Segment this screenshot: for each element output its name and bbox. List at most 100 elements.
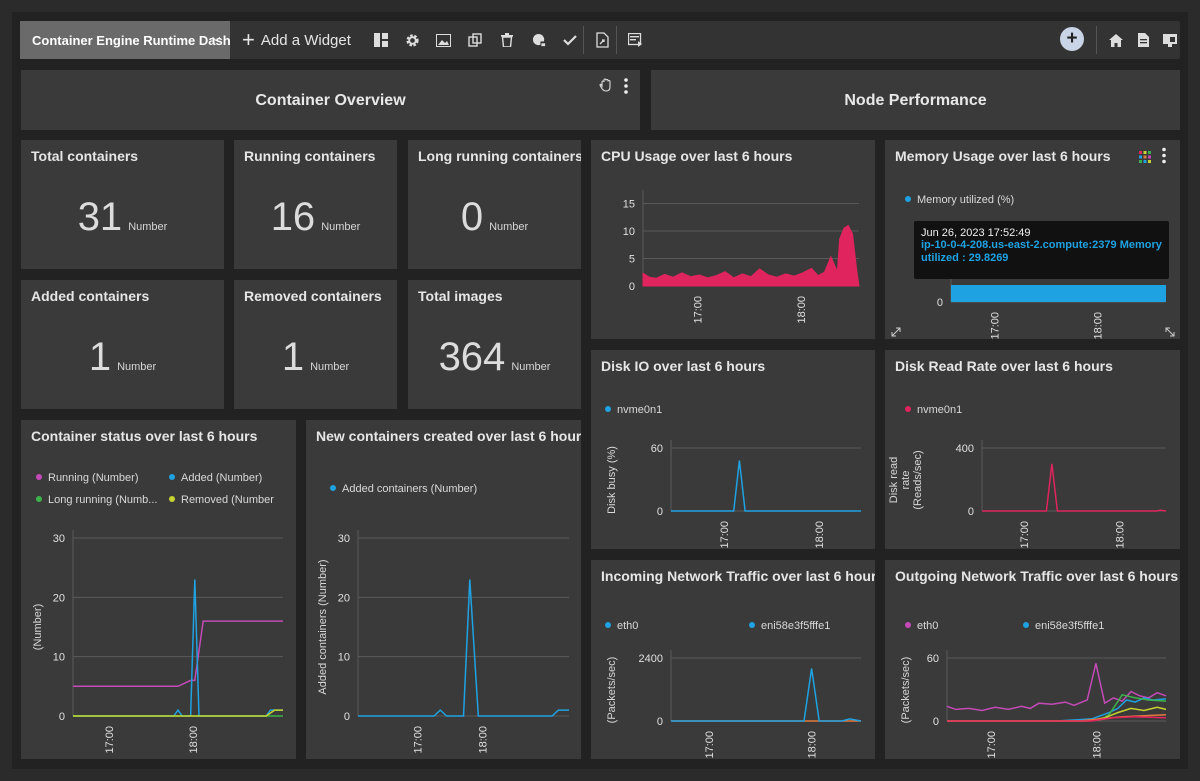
outgoing-network-chart: 0 60 (Packets/sec) 17:00 18:00 — [900, 650, 1167, 759]
chevron-down-icon: ⌵ — [212, 33, 220, 44]
chart-title: Disk Read Rate over last 6 hours — [895, 358, 1113, 374]
trash-icon[interactable] — [497, 30, 517, 50]
legend-item: Running (Number) — [36, 472, 138, 484]
section-title: Node Performance — [844, 92, 987, 109]
disk-read-panel: Disk Read Rate over last 6 hours nvme0n1… — [885, 350, 1180, 549]
y-axis-label-line: Disk read — [888, 457, 900, 503]
series-area — [951, 285, 1166, 302]
kpi-value: 1 — [281, 335, 305, 379]
more-vertical-icon[interactable] — [623, 78, 629, 94]
y-tick-label: 20 — [53, 592, 65, 604]
expand-icon[interactable] — [891, 324, 901, 339]
series-line — [982, 463, 1167, 512]
y-tick-label: 5 — [629, 254, 635, 266]
x-tick-label: 17:00 — [719, 521, 731, 549]
kpi-total-containers: Total containers 31 Number — [21, 140, 224, 269]
y-tick-label: 15 — [623, 199, 635, 211]
kpi-value: 0 — [460, 195, 484, 239]
x-tick-label: 18:00 — [796, 296, 808, 324]
image-icon[interactable] — [433, 30, 453, 50]
kpi-added-containers: Added containers 1 Number — [21, 280, 224, 409]
add-circle-icon[interactable]: + — [1060, 27, 1084, 51]
dashboard-app: Container Engine Runtime Dashboard ⌵ + Ad… — [12, 12, 1188, 769]
y-axis-label: (Number) — [32, 604, 44, 650]
legend-label: Removed (Number — [181, 494, 274, 506]
series-line — [73, 709, 283, 717]
legend-label: eni58e3f5fffe1 — [1035, 620, 1105, 632]
container-overview-section: Container Overview — [21, 70, 640, 130]
container-status-chart: 0 10 20 30 (Number) 17:00 18:00 — [32, 530, 283, 754]
kpi-title: Total images — [418, 288, 503, 304]
chart-title: CPU Usage over last 6 hours — [601, 148, 793, 164]
legend-label: Added containers (Number) — [342, 483, 478, 495]
y-tick-label: 10 — [338, 652, 350, 664]
hand-icon[interactable] — [599, 78, 613, 97]
gear-icon[interactable] — [402, 30, 422, 50]
screen-icon[interactable] — [1160, 30, 1180, 50]
chart-title: Container status over last 6 hours — [31, 428, 258, 444]
legend-label: Added (Number) — [181, 472, 263, 484]
layout-icon[interactable] — [371, 30, 391, 50]
new-containers-panel: New containers created over last 6 hours… — [306, 420, 581, 759]
outgoing-network-panel: Outgoing Network Traffic over last 6 hou… — [885, 560, 1180, 759]
y-tick-label: 0 — [344, 711, 350, 723]
dashboard-select-label: Container Engine Runtime Dashboard — [32, 33, 230, 48]
kpi-unit: Number — [128, 221, 168, 233]
globe-lock-icon[interactable] — [529, 30, 549, 50]
legend-item: Memory utilized (%) — [905, 194, 1014, 206]
chart-title: Incoming Network Traffic over last 6 hou… — [601, 568, 875, 584]
y-tick-label: 60 — [927, 653, 939, 665]
plus-icon: + — [242, 27, 255, 52]
legend-label: eni58e3f5fffe1 — [761, 620, 831, 632]
container-status-panel: Container status over last 6 hours Runni… — [21, 420, 296, 759]
legend-item: nvme0n1 — [605, 404, 662, 416]
legend-item: eth0 — [905, 620, 938, 632]
check-icon[interactable] — [560, 30, 580, 50]
incoming-network-panel: Incoming Network Traffic over last 6 hou… — [591, 560, 875, 759]
add-widget-button[interactable]: + Add a Widget — [242, 21, 351, 59]
kpi-running-containers: Running containers 16 Number — [234, 140, 397, 269]
schedule-icon[interactable] — [625, 30, 645, 50]
cpu-usage-panel: CPU Usage over last 6 hours 0 5 10 15 17:00 1… — [591, 140, 875, 339]
y-axis-label: Disk readrate(Reads/sec) — [888, 450, 924, 509]
legend-label: nvme0n1 — [917, 404, 963, 416]
grid-color-icon[interactable] — [1139, 150, 1151, 168]
disk-read-chart: 0 400 Disk readrate(Reads/sec) 17:00 18:00 — [888, 440, 1167, 549]
kpi-removed-containers: Removed containers 1 Number — [234, 280, 397, 409]
kpi-long-running-containers: Long running containers 0 Number — [408, 140, 581, 269]
document-icon[interactable] — [1133, 30, 1153, 50]
y-tick-label: 0 — [933, 716, 939, 728]
legend-item: eth0 — [605, 620, 638, 632]
x-tick-label: 17:00 — [104, 726, 116, 754]
incoming-network-chart: 0 2400 (Packets/sec) 17:00 18:00 — [606, 650, 862, 759]
add-widget-label: Add a Widget — [260, 32, 351, 49]
disk-io-panel: Disk IO over last 6 hours nvme0n1 0 60 Dis… — [591, 350, 875, 549]
y-tick-label: 60 — [651, 443, 663, 455]
legend-label: Running (Number) — [48, 472, 139, 484]
x-tick-label: 17:00 — [1019, 521, 1031, 549]
more-vertical-icon[interactable] — [1161, 147, 1167, 169]
dashboard-select[interactable]: Container Engine Runtime Dashboard ⌵ — [20, 21, 230, 59]
x-tick-label: 18:00 — [1093, 312, 1105, 339]
legend-item: Added (Number) — [169, 472, 262, 484]
export-icon[interactable] — [592, 30, 612, 50]
legend-item: Added containers (Number) — [330, 483, 477, 495]
disk-io-chart: 0 60 Disk busy (%) 17:00 18:00 — [606, 440, 861, 549]
y-tick-label: 30 — [53, 533, 65, 545]
resize-icon[interactable] — [1165, 324, 1175, 339]
toolbar-divider — [1096, 26, 1097, 54]
series-line — [947, 697, 1167, 722]
series-line — [947, 713, 1167, 722]
y-axis-label: Disk busy (%) — [606, 446, 618, 514]
series-line — [947, 706, 1167, 722]
legend-item: eni58e3f5fffe1 — [749, 620, 830, 632]
x-tick-label: 17:00 — [412, 726, 424, 754]
y-tick-label: 10 — [623, 226, 635, 238]
copy-icon[interactable] — [465, 30, 485, 50]
y-tick-label: 0 — [968, 506, 974, 518]
home-icon[interactable] — [1106, 30, 1126, 50]
kpi-unit: Number — [117, 361, 157, 373]
cpu-usage-chart: 0 5 10 15 17:00 18:00 — [623, 190, 860, 324]
kpi-value: 31 — [77, 195, 123, 239]
x-tick-label: 17:00 — [986, 731, 998, 759]
